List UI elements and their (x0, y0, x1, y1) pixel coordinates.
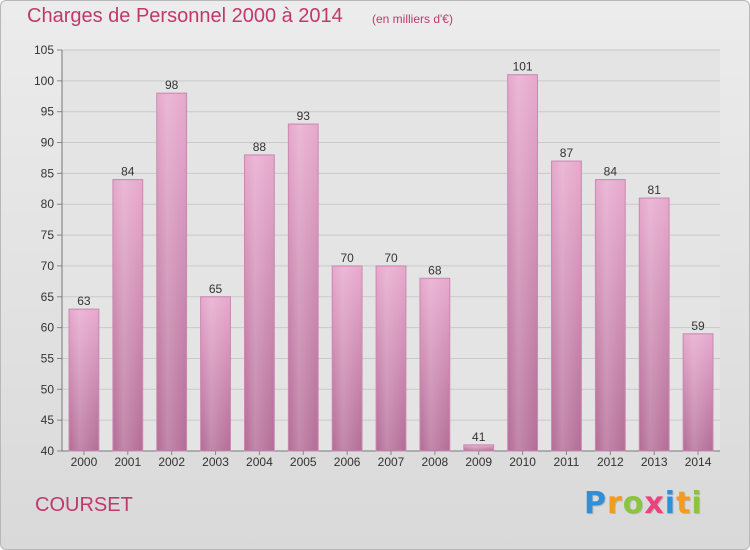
y-tick-label: 70 (41, 259, 55, 273)
logo-letter: t (676, 486, 692, 521)
bar-value-label: 93 (297, 109, 311, 123)
x-tick-label: 2006 (334, 455, 361, 469)
bar-value-label: 70 (384, 251, 398, 265)
logo-letter: o (622, 486, 645, 521)
bar-highlight (289, 125, 318, 451)
bar-value-label: 65 (209, 282, 223, 296)
bar-highlight (377, 266, 405, 450)
logo-letter: x (644, 486, 665, 521)
y-tick-label: 60 (41, 321, 55, 335)
bar-value-label: 88 (253, 140, 267, 154)
bar-value-label: 81 (648, 183, 662, 197)
bar-highlight (640, 199, 669, 450)
x-tick-label: 2003 (202, 455, 229, 469)
bar-highlight (464, 445, 493, 450)
x-tick-label: 2007 (378, 455, 405, 469)
x-tick-label: 2014 (685, 455, 712, 469)
bar-highlight (596, 180, 625, 451)
bar-highlight (420, 279, 449, 450)
x-tick-label: 2005 (290, 455, 317, 469)
commune-name: COURSET (35, 494, 133, 516)
x-tick-label: 2000 (71, 455, 98, 469)
logo-letter: P (584, 486, 607, 521)
bar-value-label: 63 (77, 294, 91, 308)
x-tick-label: 2010 (509, 455, 536, 469)
x-tick-label: 2002 (158, 455, 185, 469)
y-tick-label: 65 (41, 290, 55, 304)
x-tick-label: 2001 (114, 455, 141, 469)
bar-value-label: 84 (604, 165, 618, 179)
x-tick-label: 2013 (641, 455, 668, 469)
x-tick-label: 2009 (465, 455, 492, 469)
bar-highlight (508, 75, 537, 450)
chart-title: Charges de Personnel 2000 à 2014 (27, 5, 343, 27)
bar-value-label: 98 (165, 78, 179, 92)
y-tick-label: 45 (41, 413, 55, 427)
y-tick-label: 100 (34, 74, 54, 88)
bar-value-label: 84 (121, 165, 135, 179)
bar-highlight (245, 155, 274, 450)
y-tick-label: 80 (41, 197, 55, 211)
bar-highlight (552, 162, 581, 451)
y-tick-label: 90 (41, 136, 55, 150)
bar-value-label: 59 (691, 319, 705, 333)
y-tick-label: 95 (41, 105, 55, 119)
y-tick-label: 55 (41, 351, 55, 365)
bar-highlight (70, 310, 98, 450)
logo-letter: r (607, 486, 623, 521)
bar-value-label: 101 (513, 60, 533, 74)
y-tick-label: 75 (41, 228, 55, 242)
y-tick-label: 85 (41, 166, 55, 180)
bar-highlight (113, 180, 142, 451)
logo-letter: i (691, 486, 703, 521)
y-tick-label: 105 (34, 43, 54, 57)
y-tick-label: 50 (41, 382, 55, 396)
bar-value-label: 41 (472, 430, 486, 444)
logo-letter: i (664, 486, 677, 521)
bar-highlight (157, 94, 186, 450)
chart-subtitle: (en milliers d'€) (372, 12, 453, 26)
proxiti-logo: Proxiti (584, 486, 703, 521)
bar-value-label: 70 (340, 251, 354, 265)
x-tick-label: 2011 (554, 455, 580, 469)
bar-highlight (201, 297, 230, 450)
bar-highlight (684, 334, 712, 450)
y-tick-label: 40 (41, 444, 55, 458)
bar-value-label: 68 (428, 263, 442, 277)
bar-highlight (333, 266, 362, 450)
x-tick-label: 2012 (597, 455, 624, 469)
x-tick-label: 2004 (246, 455, 273, 469)
bar-value-label: 87 (560, 146, 574, 160)
x-tick-label: 2008 (422, 455, 449, 469)
